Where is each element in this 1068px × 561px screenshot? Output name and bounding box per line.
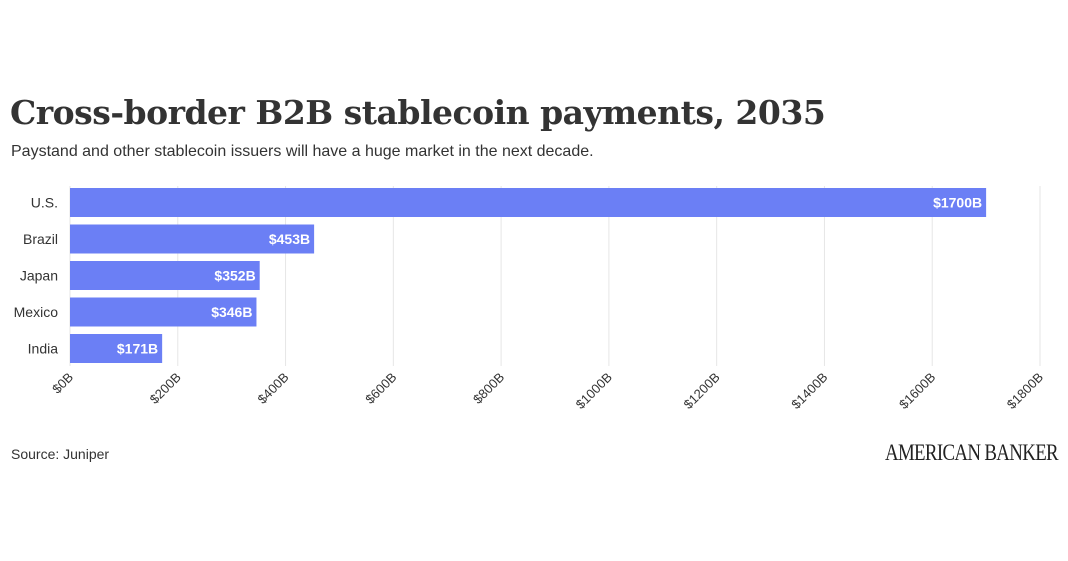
bar-chart: U.S. $1700B Brazil $453B Japan $352B Mexico $34… [14,186,1046,412]
bar-2 [70,261,260,290]
source-note: Source: Juniper [11,446,110,462]
value-label-0: $1700B [933,195,982,211]
bar-3 [70,297,257,327]
x-tick-label-6: $1200B [680,370,722,412]
american-banker-logo: AMERICAN BANKER [884,440,1059,465]
chart-subtitle: Paystand and other stablecoin issuers wi… [11,143,594,160]
x-tick-label-2: $400B [254,370,291,407]
category-label-3: Mexico [14,304,59,320]
x-tick-label-1: $200B [147,370,184,407]
x-tick-label-3: $600B [362,370,399,407]
x-tick-label-9: $1800B [1004,370,1046,412]
x-tick-label-7: $1400B [788,370,830,412]
value-label-4: $171B [117,341,158,357]
x-tick-label-5: $1000B [573,370,615,412]
bar-4 [70,334,163,363]
value-label-2: $352B [214,268,255,284]
chart-title: Cross-border B2B stablecoin payments, 20… [10,93,826,132]
bar-1 [70,224,315,254]
x-tick-label-4: $800B [470,370,507,407]
x-tick-label-8: $1600B [896,370,938,412]
category-label-1: Brazil [23,231,58,247]
x-tick-label-0: $0B [49,370,76,397]
value-label-3: $346B [211,304,252,320]
bar-0 [70,188,987,217]
category-label-2: Japan [20,268,58,284]
category-label-0: U.S. [31,195,58,211]
category-label-4: India [28,341,59,357]
value-label-1: $453B [269,231,310,247]
